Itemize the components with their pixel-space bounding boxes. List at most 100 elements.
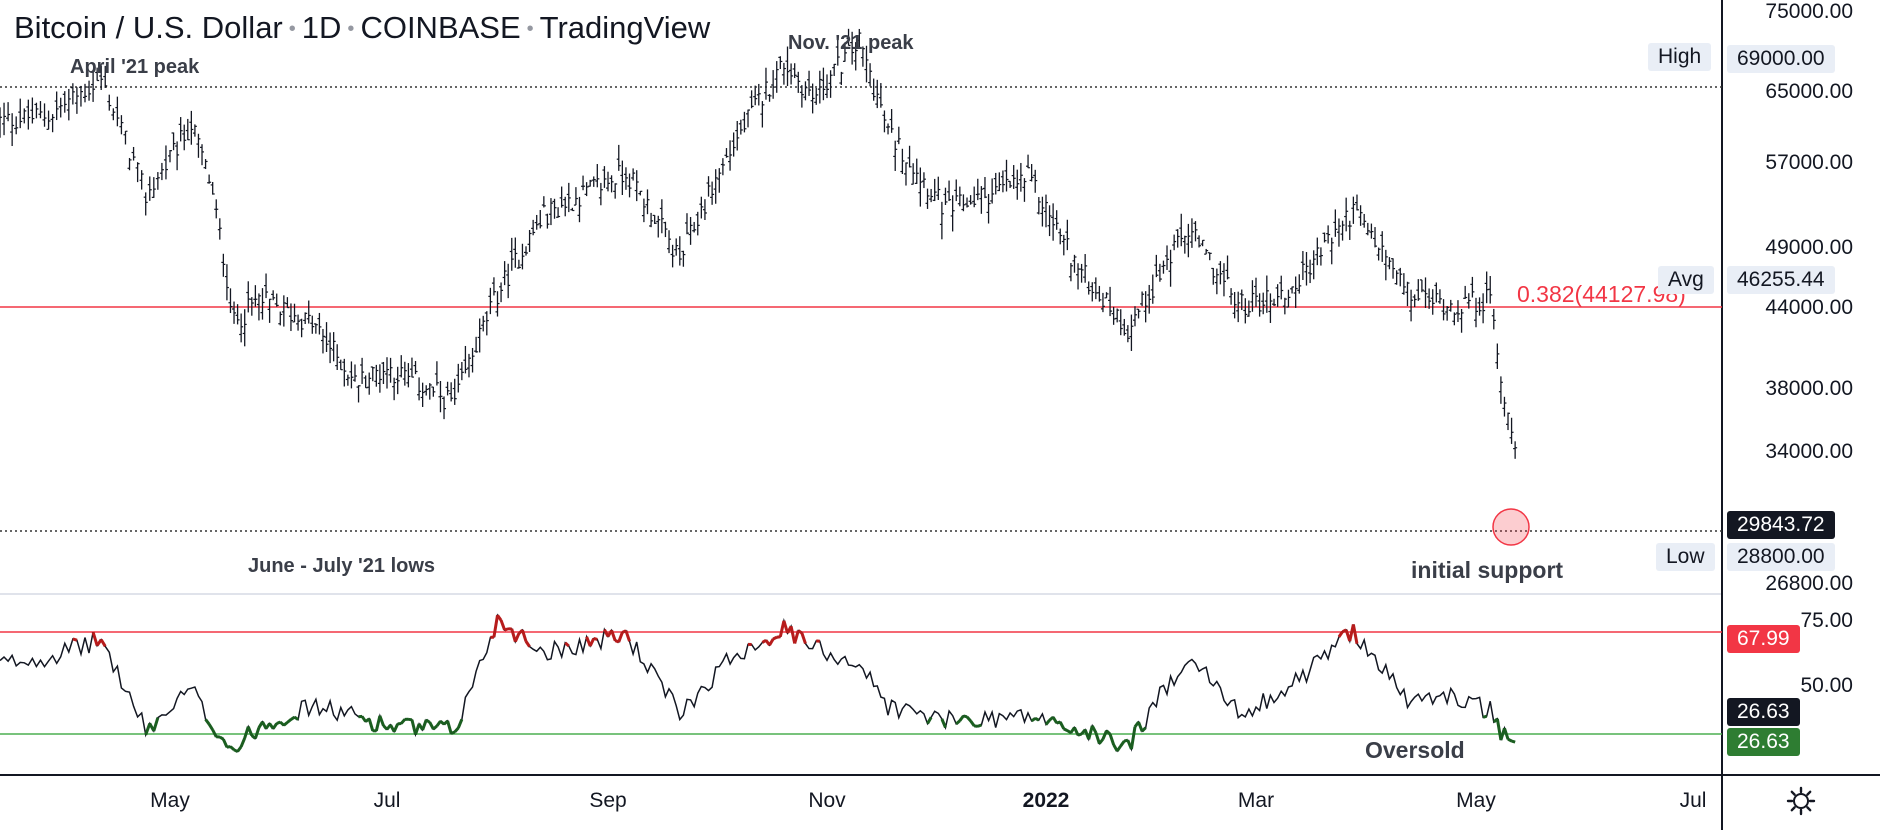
ohlc-bar	[221, 253, 226, 277]
ohlc-bar	[559, 186, 564, 208]
ohlc-bar	[274, 293, 279, 307]
rsi-oversold-segment	[1066, 729, 1072, 734]
rsi-oversold-segment	[1044, 719, 1051, 726]
ohlc-bar	[925, 188, 930, 209]
ohlc-bar	[1100, 292, 1105, 313]
ohlc-bar	[111, 108, 116, 121]
rsi-oversold-segment	[286, 718, 292, 724]
ohlc-bar	[470, 347, 475, 373]
gear-icon[interactable]	[1786, 786, 1816, 816]
ohlc-bar	[598, 182, 603, 206]
ohlc-bar	[1308, 259, 1313, 284]
rsi-oversold-segment	[221, 738, 229, 748]
ohlc-bar	[417, 377, 422, 401]
ohlc-bar	[38, 101, 43, 119]
ohlc-bar	[950, 195, 955, 232]
ohlc-bar	[584, 182, 589, 197]
rsi-tick: 50.00	[1800, 674, 1853, 697]
rsi-oversold-segment	[152, 717, 160, 732]
ohlc-bar	[742, 111, 747, 133]
rsi-oversold-segment	[1105, 729, 1112, 736]
rsi-oversold-segment	[1124, 738, 1129, 743]
rsi-overbought-segment	[761, 639, 767, 644]
ohlc-bar	[979, 186, 984, 214]
rsi-oversold-segment	[392, 723, 400, 733]
ohlc-bar	[602, 166, 607, 188]
ohlc-bar	[1029, 164, 1034, 182]
rsi-overbought-segment	[72, 637, 78, 642]
rsi-oversold-segment	[1030, 717, 1037, 723]
ohlc-bar	[781, 62, 786, 85]
rsi-oversold-segment	[1056, 720, 1061, 725]
ohlc-bar	[228, 288, 233, 314]
ohlc-bar	[1279, 275, 1284, 300]
ohlc-bar	[656, 215, 661, 238]
ohlc-bar	[609, 175, 614, 193]
rsi-oversold-segment	[1482, 714, 1488, 719]
rsi-overbought-segment	[797, 629, 803, 635]
ohlc-bar	[552, 198, 557, 219]
ohlc-bar	[990, 178, 995, 204]
ohlc-bar	[720, 158, 725, 176]
rsi-oversold-segment	[977, 723, 982, 728]
ohlc-bar	[459, 361, 464, 381]
initial-support-annotation: initial support	[1411, 557, 1564, 583]
rsi-overbought-segment	[499, 619, 507, 631]
ohlc-bar	[767, 94, 772, 102]
ohlc-bar	[918, 167, 923, 207]
ohlc-bar	[566, 182, 571, 213]
ohlc-bar	[42, 103, 47, 127]
rsi-oversold-segment	[1058, 721, 1066, 730]
time-tick: Nov	[808, 789, 846, 812]
rsi-oversold-segment	[400, 718, 406, 725]
ohlc-bar	[1300, 251, 1305, 281]
ohlc-bar	[189, 110, 194, 145]
ohlc-bar	[242, 309, 247, 347]
ohlc-bar	[814, 87, 819, 105]
rsi-overbought-segment	[624, 630, 631, 642]
ohlc-bar	[1311, 250, 1316, 280]
ohlc-bar	[570, 207, 575, 212]
rsi-oversold-segment	[439, 720, 446, 726]
ohlc-bar	[692, 221, 697, 233]
ohlc-bar	[785, 46, 790, 87]
rsi-oversold-segment	[1137, 721, 1144, 732]
ohlc-bar	[1040, 196, 1045, 227]
ohlc-bar	[392, 377, 397, 401]
ohlc-bar	[123, 130, 128, 145]
price-tick: 49000.00	[1765, 236, 1853, 259]
time-tick: Mar	[1237, 789, 1275, 812]
chart-title: Bitcoin / U.S. Dollar • 1D • COINBASE • Tradin…	[14, 10, 711, 45]
interval[interactable]: 1D	[301, 10, 342, 45]
ohlc-bar	[151, 177, 156, 198]
time-tick: Jul	[373, 789, 401, 812]
ohlc-bar	[1340, 220, 1345, 241]
ohlc-bar	[1033, 169, 1038, 193]
ohlc-bar	[1018, 162, 1023, 192]
fib-level-label: 0.382(44127.98)	[1517, 281, 1686, 307]
ohlc-bar	[427, 383, 432, 400]
rsi-oversold-segment	[963, 714, 968, 719]
ohlc-bar	[520, 243, 525, 270]
initial-support-marker	[1492, 508, 1530, 546]
rsi-oversold-segment	[282, 721, 289, 727]
ohlc-bar	[50, 114, 55, 133]
ohlc-bar	[288, 303, 293, 332]
ohlc-bar	[1293, 276, 1298, 308]
rsi-oversold-segment	[367, 718, 375, 732]
ohlc-bar	[746, 109, 751, 128]
rsi-oversold-segment	[239, 737, 247, 748]
ohlc-bar	[1506, 412, 1511, 431]
rsi-oversold-segment	[940, 718, 947, 729]
rsi-oversold-segment	[965, 715, 972, 722]
ohlc-bar	[356, 385, 361, 403]
ohlc-bar	[466, 353, 471, 378]
ohlc-bar	[875, 79, 880, 109]
ohlc-bar	[1207, 252, 1212, 261]
ohlc-bar	[1509, 417, 1514, 444]
ohlc-bar	[342, 358, 347, 387]
ohlc-bar	[360, 357, 365, 384]
ohlc-bar	[370, 366, 375, 382]
ohlc-bar	[853, 42, 858, 71]
